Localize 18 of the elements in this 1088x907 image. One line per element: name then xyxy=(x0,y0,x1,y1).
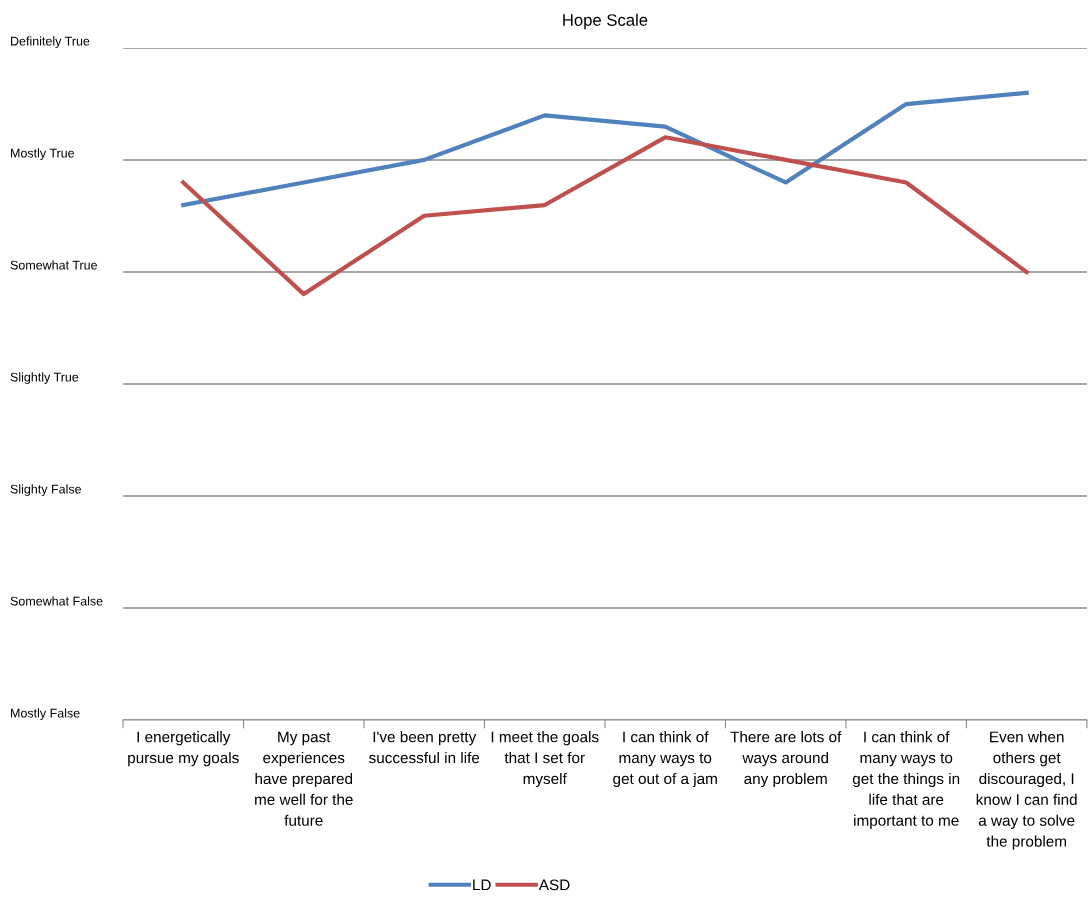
text: Somewhat False xyxy=(10,596,103,606)
x-tick-label: I meet the goals that I set for myself xyxy=(491,731,599,788)
text: Mostly True xyxy=(11,148,75,160)
text: Slightly True xyxy=(10,372,79,384)
x-tick-label: I can think of many ways to get out of a jam xyxy=(613,731,717,788)
x-tick-label: I energetically pursue my goals xyxy=(128,731,239,767)
x-tick-label: There are lots of ways around any problem xyxy=(730,731,842,788)
x-tick-label: I can think of many ways to get the things in life that are important to me xyxy=(852,731,960,829)
legend-label: ASD xyxy=(538,879,570,891)
text: Mostly False xyxy=(11,708,80,720)
text: Slighty False xyxy=(10,484,81,496)
x-tick-label: I've been pretty successful in life xyxy=(369,731,480,764)
x-tick-label: My past experiences have prepared me well for the future xyxy=(255,731,353,826)
text: Definitely True xyxy=(11,36,90,48)
x-tick-label: Even when others get discouraged, I know I can find a way to solve the problem xyxy=(976,731,1077,850)
text: Somewhat True xyxy=(10,260,97,270)
chart-title: Hope Scale xyxy=(563,13,648,30)
legend-label: LD xyxy=(473,879,491,891)
